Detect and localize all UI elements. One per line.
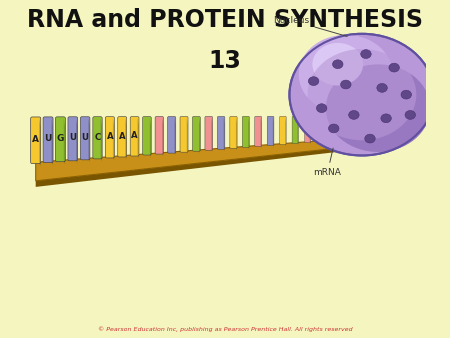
Polygon shape (187, 118, 188, 154)
Circle shape (361, 50, 371, 58)
FancyBboxPatch shape (367, 116, 372, 138)
Circle shape (377, 83, 387, 92)
FancyBboxPatch shape (279, 116, 286, 145)
Polygon shape (36, 135, 394, 181)
Text: A: A (32, 135, 39, 144)
Circle shape (349, 111, 359, 119)
Polygon shape (51, 118, 53, 166)
FancyBboxPatch shape (230, 116, 237, 148)
Circle shape (401, 90, 411, 99)
FancyBboxPatch shape (205, 116, 212, 150)
Polygon shape (64, 118, 65, 165)
Circle shape (289, 34, 434, 155)
Circle shape (312, 43, 363, 86)
FancyBboxPatch shape (267, 116, 274, 145)
FancyBboxPatch shape (43, 117, 53, 163)
FancyBboxPatch shape (342, 116, 347, 140)
Circle shape (326, 64, 430, 152)
Polygon shape (101, 118, 102, 162)
FancyBboxPatch shape (317, 116, 323, 142)
Circle shape (316, 104, 327, 113)
Text: A: A (119, 131, 126, 141)
FancyBboxPatch shape (379, 116, 384, 137)
Polygon shape (36, 142, 394, 187)
Polygon shape (125, 118, 126, 160)
Text: © Pearson Education Inc, publishing as Pearson Prentice Hall. All rights reserve: © Pearson Education Inc, publishing as P… (98, 326, 352, 332)
Text: A: A (107, 132, 113, 141)
Text: U: U (45, 135, 52, 143)
Polygon shape (113, 118, 114, 161)
FancyBboxPatch shape (305, 116, 310, 143)
Text: C: C (94, 132, 101, 142)
FancyBboxPatch shape (242, 116, 249, 147)
Polygon shape (383, 117, 384, 138)
Circle shape (405, 111, 415, 119)
Text: G: G (57, 134, 64, 143)
Text: U: U (69, 134, 76, 142)
FancyBboxPatch shape (355, 116, 360, 139)
Polygon shape (322, 117, 323, 143)
FancyBboxPatch shape (68, 117, 78, 161)
FancyBboxPatch shape (81, 117, 90, 160)
FancyBboxPatch shape (193, 117, 200, 151)
Polygon shape (346, 117, 347, 141)
Text: Nucleus: Nucleus (273, 16, 347, 37)
Circle shape (341, 80, 351, 89)
Circle shape (365, 134, 375, 143)
Polygon shape (88, 118, 90, 163)
FancyBboxPatch shape (143, 117, 151, 155)
Circle shape (389, 63, 400, 72)
FancyBboxPatch shape (167, 117, 176, 153)
Polygon shape (150, 118, 151, 158)
FancyBboxPatch shape (55, 117, 65, 162)
Circle shape (328, 124, 339, 133)
Polygon shape (224, 117, 225, 151)
Circle shape (299, 35, 393, 114)
Text: 13: 13 (208, 49, 242, 73)
FancyBboxPatch shape (118, 117, 127, 157)
Polygon shape (175, 118, 176, 155)
Circle shape (381, 114, 392, 123)
FancyBboxPatch shape (180, 117, 188, 152)
FancyBboxPatch shape (217, 116, 225, 149)
FancyBboxPatch shape (130, 117, 139, 156)
Circle shape (308, 77, 319, 86)
Polygon shape (162, 118, 163, 156)
Polygon shape (199, 118, 200, 153)
Polygon shape (273, 117, 274, 147)
Circle shape (333, 60, 343, 69)
FancyBboxPatch shape (329, 116, 335, 141)
Polygon shape (371, 117, 372, 139)
FancyBboxPatch shape (105, 117, 114, 158)
Polygon shape (138, 118, 139, 159)
Polygon shape (236, 117, 237, 150)
FancyBboxPatch shape (392, 116, 396, 136)
Circle shape (307, 49, 416, 140)
Text: A: A (131, 131, 138, 140)
FancyBboxPatch shape (292, 116, 298, 144)
Polygon shape (39, 118, 40, 167)
Polygon shape (76, 118, 77, 164)
Text: RNA and PROTEIN SYNTHESIS: RNA and PROTEIN SYNTHESIS (27, 8, 423, 32)
FancyBboxPatch shape (31, 117, 41, 164)
Text: mRNA: mRNA (314, 148, 342, 177)
FancyBboxPatch shape (155, 117, 163, 154)
Polygon shape (248, 117, 249, 149)
FancyBboxPatch shape (255, 116, 261, 146)
Text: U: U (81, 133, 89, 142)
Polygon shape (297, 117, 298, 145)
FancyBboxPatch shape (93, 117, 102, 159)
Polygon shape (359, 117, 360, 140)
Polygon shape (334, 117, 335, 142)
Polygon shape (285, 117, 286, 146)
